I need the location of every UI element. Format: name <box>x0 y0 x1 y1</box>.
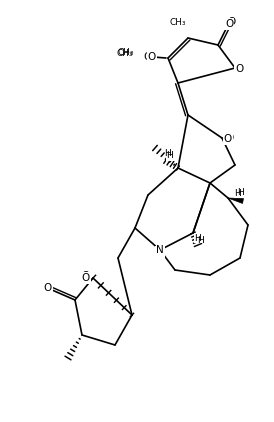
Text: O: O <box>224 134 232 144</box>
Text: O: O <box>227 17 235 27</box>
Text: O: O <box>235 64 243 74</box>
Text: CH₃: CH₃ <box>118 48 134 57</box>
Text: H: H <box>198 235 204 244</box>
Text: O: O <box>148 52 156 62</box>
Text: H: H <box>195 233 201 243</box>
Text: O: O <box>225 133 233 143</box>
Text: O: O <box>225 19 233 29</box>
Text: H: H <box>167 151 173 160</box>
Text: O: O <box>82 273 90 283</box>
Text: CH₃: CH₃ <box>170 17 186 27</box>
Text: H: H <box>235 189 241 197</box>
Text: O: O <box>43 282 51 292</box>
Text: O: O <box>144 52 152 62</box>
Text: O: O <box>44 283 52 293</box>
Text: CH₃: CH₃ <box>116 49 133 57</box>
Text: O: O <box>81 271 89 281</box>
Text: N: N <box>156 247 164 257</box>
Text: H: H <box>165 149 172 159</box>
Polygon shape <box>228 198 244 203</box>
Text: H: H <box>238 187 244 197</box>
Text: N: N <box>156 245 164 255</box>
Text: O: O <box>236 66 244 76</box>
